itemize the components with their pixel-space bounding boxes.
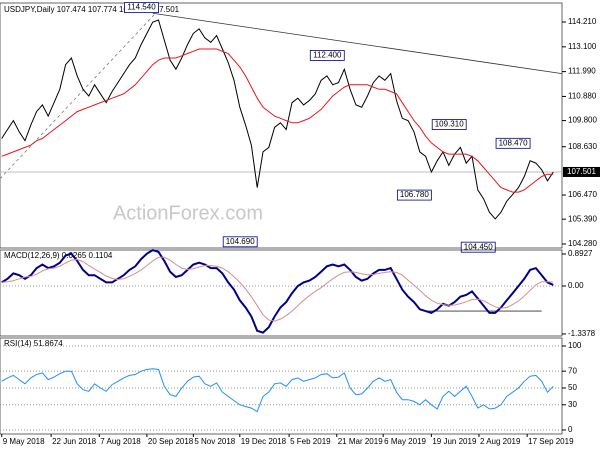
y-tick-label: 50 [568,383,577,392]
last-price-label: 107.501 [567,167,596,176]
y-tick-label: 100 [568,341,582,350]
annotation-label: 104.690 [226,237,255,246]
annotation-box [460,241,496,253]
trend-line [152,12,563,75]
x-tick-label: 7 Aug 2018 [100,437,141,446]
pane-border [0,249,563,337]
annotation-label: 106.780 [400,190,429,199]
x-tick-label: 17 Sep 2019 [528,437,574,446]
y-tick-label: 0.8927 [568,249,593,258]
x-tick-label: 2 Aug 2019 [480,437,521,446]
annotation-box [396,189,432,201]
x-tick-label: 6 May 2019 [384,437,426,446]
y-tick-label: 111.990 [568,67,596,76]
macd-title: MACD(12,26,9) 0.0265 0.1104 [4,251,113,260]
y-tick-label: 109.800 [568,116,597,125]
x-tick-label: 20 Sep 2018 [148,437,194,446]
annotation-label: 109.310 [435,120,464,129]
x-tick-label: 22 Jun 2018 [52,437,97,446]
annotation-label: 114.540 [127,3,156,12]
pane-border [0,2,563,249]
pane-border [0,337,563,435]
y-tick-label: 104.280 [568,239,597,248]
series-line [1,19,554,220]
annotation-label: 112.400 [313,51,342,60]
y-tick-label: 0.00 [568,281,584,290]
y-tick-label: 114.210 [568,17,597,26]
x-tick-label: 5 Feb 2019 [290,437,331,446]
series-line [1,48,554,193]
x-tick-label: 5 Nov 2018 [194,437,235,446]
y-tick-label: 30 [568,400,577,409]
chart-title: USDJPY,Daily 107.474 107.774 107.036 107… [4,5,180,14]
x-tick-label: 21 Mar 2019 [338,437,383,446]
y-tick-label: -1.3378 [568,329,596,338]
x-tick-label: 19 Dec 2018 [241,437,287,446]
y-tick-label: 70 [568,366,577,375]
annotation-box [222,236,258,248]
trend-line [0,13,156,179]
series-line [1,368,554,413]
annotation-box [495,137,531,149]
annotation-label: 104.450 [464,242,493,251]
annotation-label: 108.470 [499,138,528,147]
y-tick-label: 108.630 [568,142,597,151]
series-line [1,249,554,334]
rsi-title: RSI(14) 51.8674 [4,339,63,348]
series-line [1,256,554,322]
last-price-box [563,166,600,177]
y-tick-label: 113.100 [568,42,597,51]
x-tick-label: 9 May 2018 [3,437,45,446]
y-tick-label: 106.470 [568,190,597,199]
y-tick-label: 105.390 [568,214,597,223]
annotation-box [124,2,159,14]
y-tick-label: 0 [568,425,573,434]
watermark: ActionForex.com [113,202,263,224]
annotation-box [309,50,345,61]
y-tick-label: 110.880 [568,92,597,101]
annotation-box [431,119,467,130]
x-tick-label: 19 Jun 2019 [432,437,477,446]
